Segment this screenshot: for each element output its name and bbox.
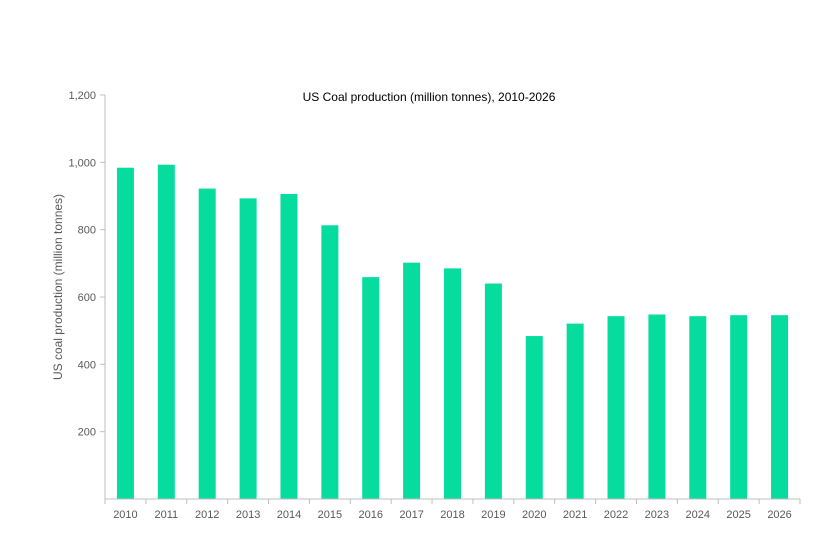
- bar-2025: [730, 315, 748, 499]
- bar-2021: [566, 323, 584, 499]
- bar-2011: [157, 164, 175, 499]
- y-tick-label: 600: [78, 292, 96, 304]
- bar-2019: [484, 283, 502, 499]
- y-axis-title: US coal production (million tonnes): [51, 194, 65, 380]
- x-tick-label: 2010: [113, 509, 137, 521]
- x-tick-label: 2015: [318, 509, 342, 521]
- bar-2023: [648, 314, 666, 499]
- y-tick-label: 800: [78, 225, 96, 237]
- bar-2010: [116, 167, 134, 499]
- y-tick-label: 200: [78, 427, 96, 439]
- x-tick-label: 2016: [358, 509, 382, 521]
- x-tick-label: 2012: [195, 509, 219, 521]
- bar-2015: [321, 225, 339, 500]
- x-tick-label: 2022: [604, 509, 628, 521]
- x-tick-label: 2025: [726, 509, 750, 521]
- x-tick-label: 2013: [236, 509, 260, 521]
- x-axis: 2010 2011 2012 2013 2014 2015 2016 2017 2018 2019…: [104, 498, 801, 521]
- y-tick-label: 1,200: [68, 90, 96, 102]
- bar-2016: [362, 277, 380, 499]
- y-axis: 200 400 600 800 1,000 1,200: [68, 90, 106, 499]
- x-tick-label: 2020: [522, 509, 546, 521]
- bar-2022: [607, 316, 625, 499]
- bar-2013: [239, 198, 257, 499]
- y-tick-label: 1,000: [68, 157, 96, 169]
- bar-2012: [198, 188, 216, 500]
- bar-2014: [280, 193, 298, 500]
- bar-2024: [689, 316, 707, 499]
- x-tick-label: 2011: [154, 509, 178, 521]
- bars-group: [116, 164, 789, 500]
- x-tick-label: 2023: [645, 509, 669, 521]
- bar-2017: [403, 262, 421, 499]
- bar-2026: [771, 315, 789, 499]
- x-tick-label: 2014: [277, 509, 301, 521]
- x-tick-label: 2026: [767, 509, 791, 521]
- x-tick-label: 2018: [440, 509, 464, 521]
- bar-2020: [525, 336, 543, 499]
- y-tick-label: 400: [78, 359, 96, 371]
- x-tick-label: 2024: [686, 509, 710, 521]
- bar-2018: [444, 268, 461, 499]
- x-tick-label: 2021: [563, 509, 587, 521]
- x-tick-label: 2019: [481, 509, 505, 521]
- chart-title: US Coal production (million tonnes), 201…: [303, 90, 556, 104]
- x-tick-label: 2017: [399, 509, 423, 521]
